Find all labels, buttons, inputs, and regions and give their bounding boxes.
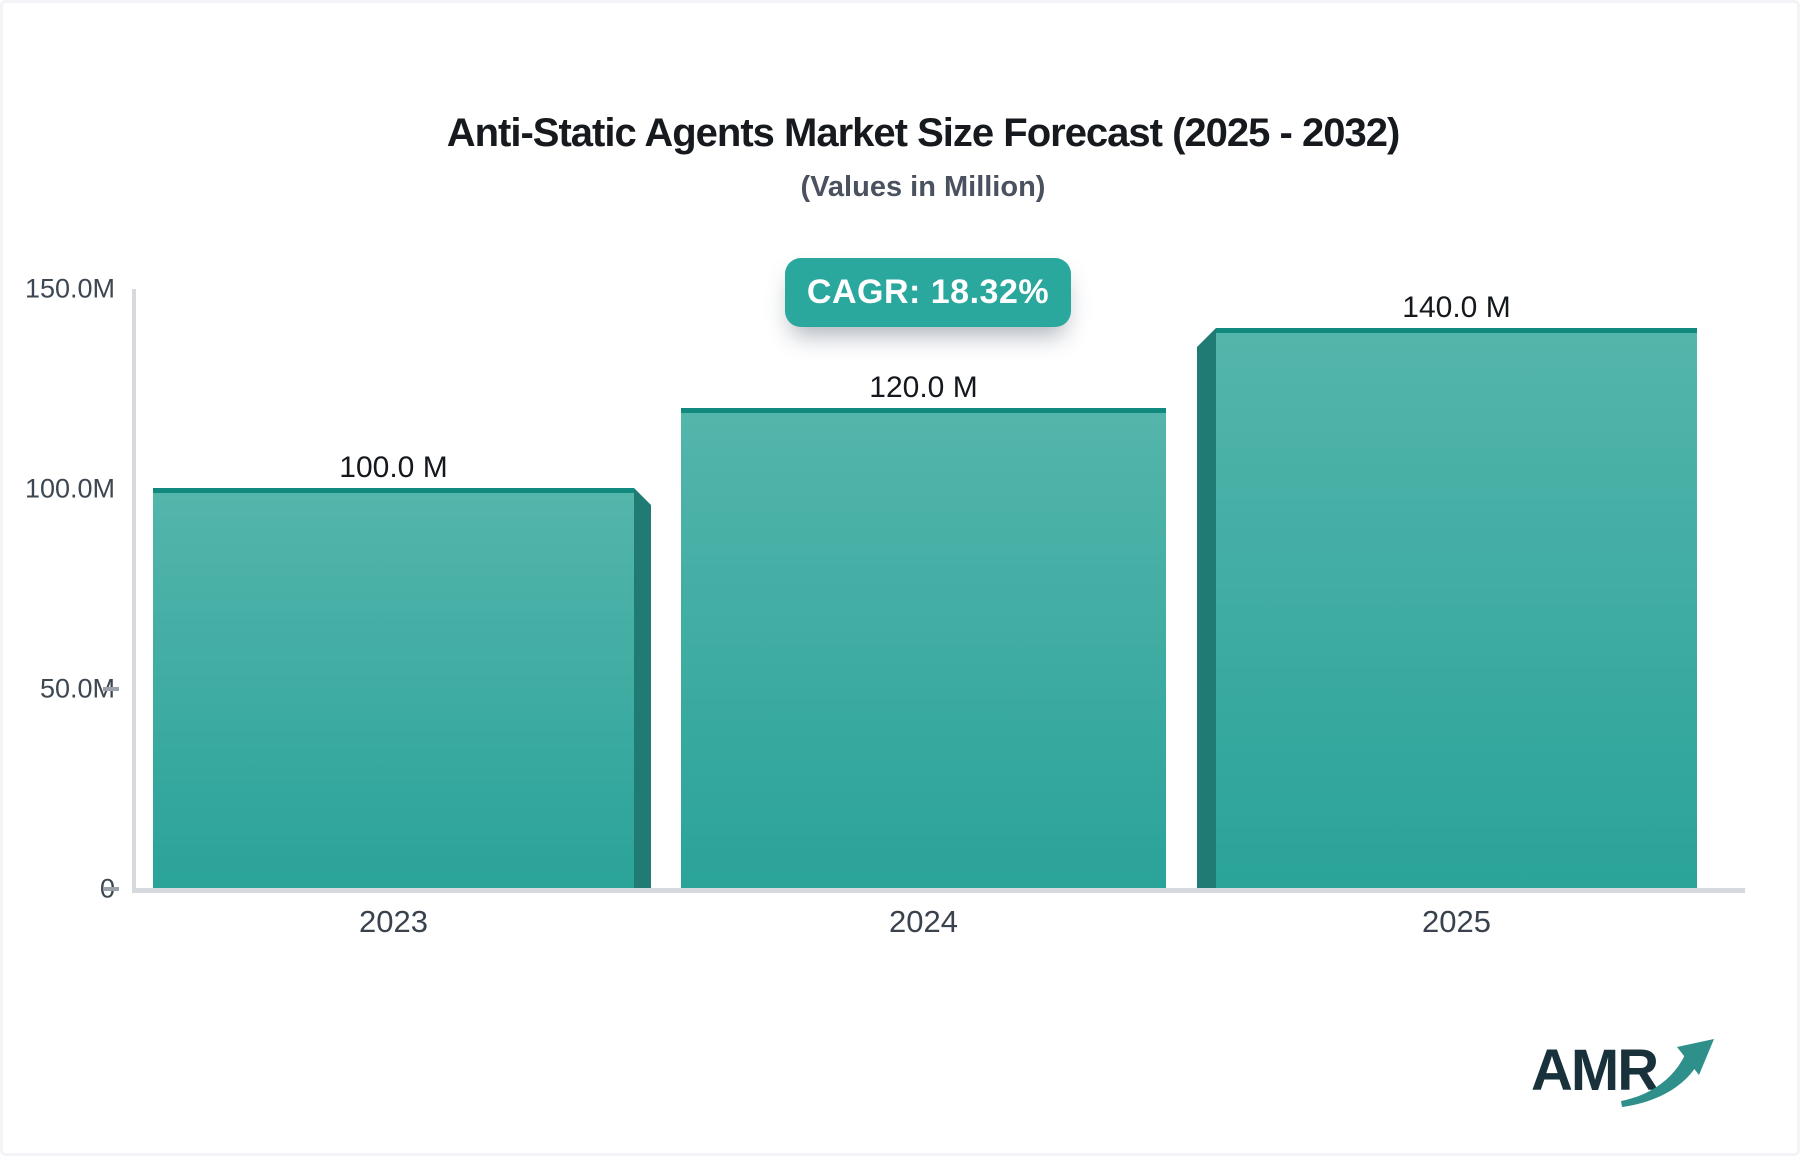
bar-2023 <box>153 488 634 888</box>
x-axis-baseline <box>132 888 1745 893</box>
bar-3d-side-2025 <box>1197 328 1216 888</box>
y-tick-label-50: 50.0M <box>39 673 115 704</box>
chart-title: Anti-Static Agents Market Size Forecast … <box>446 111 1401 155</box>
x-tick-label-2023: 2023 <box>359 904 428 939</box>
y-tick-label-150: 150.0M <box>24 273 115 304</box>
bar-value-label-2024: 120.0 M <box>869 371 978 404</box>
cagr-badge: CAGR: 18.32% <box>785 258 1071 327</box>
amr-logo: AMR <box>1531 1031 1716 1111</box>
bar-2024 <box>681 408 1166 888</box>
bar-value-label-2025: 140.0 M <box>1402 291 1511 324</box>
growth-arrow-icon <box>1621 1039 1714 1107</box>
y-tick-mark-50 <box>103 687 119 691</box>
y-tick-label-0: 0 <box>5 874 115 905</box>
amr-logo-text: AMR <box>1531 1038 1659 1103</box>
bar-3d-side-2023 <box>634 488 651 888</box>
y-tick-label-100: 100.0M <box>24 473 115 504</box>
y-axis-line <box>132 289 136 893</box>
bar-2025 <box>1216 328 1697 888</box>
chart-subtitle: (Values in Million) <box>800 171 1046 203</box>
bar-value-label-2023: 100.0 M <box>339 451 448 484</box>
cagr-badge-label: CAGR: 18.32% <box>806 273 1050 311</box>
y-tick-mark-0 <box>103 887 119 891</box>
x-tick-label-2025: 2025 <box>1422 904 1491 939</box>
x-tick-label-2024: 2024 <box>889 904 958 939</box>
